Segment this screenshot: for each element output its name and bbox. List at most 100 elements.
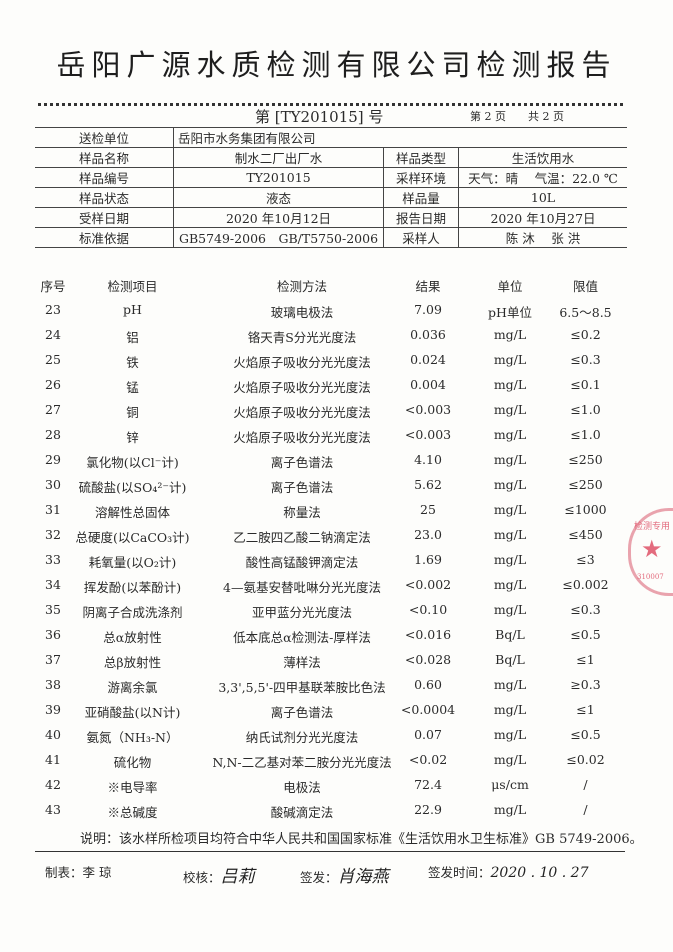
table-row: 25 铁 火焰原子吸收分光光度法 0.024 mg/L ≤0.3 (30, 352, 630, 374)
env-label: 采样环境 (383, 167, 459, 188)
issue-time-value: 2020 . 10 . 27 (490, 865, 589, 881)
table-row: 38 游离余氯 3,3',5,5'-四甲基联苯胺比色法 0.60 mg/L ≥0.3 (30, 677, 630, 699)
sample-name-label: 样品名称 (35, 147, 174, 168)
seq-cell: 29 (45, 452, 61, 467)
method-cell: 乙二胺四乙酸二钠滴定法 (233, 530, 371, 545)
method-cell: 玻璃电极法 (270, 305, 334, 320)
result-cell: 23.0 (414, 527, 442, 542)
table-row: 39 亚硝酸盐(以N计) 离子色谱法 <0.0004 mg/L ≤1 (30, 702, 630, 724)
item-cell: 总β放射性 (103, 655, 162, 670)
seq-cell: 34 (45, 577, 61, 592)
table-row: 41 硫化物 N,N-二乙基对苯二胺分光光度法 <0.02 mg/L ≤0.02 (30, 752, 630, 774)
footer-divider (35, 851, 625, 852)
unit-cell: mg/L (493, 352, 527, 367)
issued-label: 签发： (300, 870, 338, 885)
method-cell: 3,3',5,5'-四甲基联苯胺比色法 (218, 680, 386, 695)
table-row: 27 铜 火焰原子吸收分光光度法 <0.003 mg/L ≤1.0 (30, 402, 630, 424)
table-row: 30 硫酸盐(以SO₄²⁻计) 离子色谱法 5.62 mg/L ≤250 (30, 477, 630, 499)
stamp-code: 310007 (637, 573, 664, 581)
report-date-value: 2020 年10月27日 (458, 207, 627, 228)
seq-cell: 24 (45, 327, 61, 342)
method-cell: 称量法 (283, 505, 321, 520)
recv-date-value: 2020 年10月12日 (173, 207, 384, 228)
item-cell: 锌 (126, 430, 139, 445)
conclusion-note: 说明：该水样所检项目均符合中华人民共和国国家标准《生活饮用水卫生标准》GB 57… (80, 832, 643, 847)
seq-cell: 43 (45, 802, 61, 817)
result-cell: <0.002 (404, 577, 452, 592)
item-cell: 氨氮（NH₃-N） (86, 730, 179, 745)
method-cell: 电极法 (283, 780, 321, 795)
sample-no-label: 样品编号 (35, 167, 174, 188)
result-cell: <0.0004 (400, 702, 456, 717)
result-cell: 0.07 (414, 727, 442, 742)
item-cell: 铝 (126, 330, 139, 345)
result-cell: 结果 (415, 279, 441, 294)
seq-cell: 41 (45, 752, 61, 767)
seq-cell: 30 (45, 477, 61, 492)
unit-cell: mg/L (493, 527, 527, 542)
limit-cell: 限值 (572, 279, 598, 294)
method-cell: 酸碱滴定法 (270, 805, 334, 820)
table-row: 32 总硬度(以CaCO₃计) 乙二胺四乙酸二钠滴定法 23.0 mg/L ≤450 (30, 527, 630, 549)
result-cell: 0.60 (414, 677, 442, 692)
method-cell: 火焰原子吸收分光光度法 (233, 380, 371, 395)
unit-cell: mg/L (493, 552, 527, 567)
method-cell: 低本底总α检测法-厚样法 (233, 630, 371, 645)
limit-cell: ≤0.5 (570, 727, 601, 742)
result-cell: 7.09 (414, 302, 442, 317)
seq-cell: 35 (45, 602, 61, 617)
limit-cell: ≤1 (576, 702, 595, 717)
sampler-label: 采样人 (383, 227, 459, 248)
limit-cell: 6.5～8.5 (559, 305, 612, 320)
result-cell: 0.024 (410, 352, 446, 367)
sampler-value: 陈 沐 张 洪 (458, 227, 627, 248)
unit-cell: pH单位 (488, 305, 532, 320)
item-cell: 总硬度(以CaCO₃计) (75, 530, 190, 545)
result-cell: 25 (420, 502, 436, 517)
checked-by: 校核：吕莉 (183, 862, 255, 887)
method-cell: 离子色谱法 (270, 705, 334, 720)
sample-name-value: 制水二厂出厂水 (173, 147, 384, 168)
seq-cell: 28 (45, 427, 61, 442)
result-cell: <0.028 (404, 652, 452, 667)
standard-value: GB5749-2006 GB/T5750-2006 (173, 227, 384, 248)
limit-cell: ≤1.0 (570, 427, 601, 442)
unit-cell: mg/L (493, 727, 527, 742)
seq-cell: 25 (45, 352, 61, 367)
limit-cell: ≤250 (568, 452, 603, 467)
method-cell: 酸性高锰酸钾滴定法 (245, 555, 359, 570)
dotted-divider (38, 103, 623, 106)
seq-cell: 31 (45, 502, 61, 517)
page-number: 第 2 页 (470, 110, 506, 123)
seq-cell: 33 (45, 552, 61, 567)
item-cell: 检测项目 (107, 279, 158, 294)
state-label: 样品状态 (35, 187, 174, 208)
item-cell: 阴离子合成洗涤剂 (82, 605, 183, 620)
limit-cell: ≤0.3 (570, 602, 601, 617)
method-cell: 火焰原子吸收分光光度法 (233, 430, 371, 445)
result-cell: <0.016 (404, 627, 452, 642)
limit-cell: / (583, 777, 588, 792)
unit-cell: mg/L (493, 577, 527, 592)
client-label: 送检单位 (35, 127, 174, 148)
unit-cell: mg/L (493, 377, 527, 392)
seq-cell: 32 (45, 527, 61, 542)
result-cell: <0.003 (404, 427, 452, 442)
limit-cell: ≤0.002 (562, 577, 609, 592)
seq-cell: 36 (45, 627, 61, 642)
unit-cell: mg/L (493, 802, 527, 817)
limit-cell: ≤0.02 (566, 752, 605, 767)
seq-cell: 26 (45, 377, 61, 392)
checked-signature: 吕莉 (220, 867, 255, 887)
limit-cell: ≤0.2 (570, 327, 601, 342)
method-cell: 火焰原子吸收分光光度法 (233, 355, 371, 370)
qty-value: 10L (458, 187, 627, 208)
method-cell: 离子色谱法 (270, 480, 334, 495)
unit-cell: mg/L (493, 427, 527, 442)
limit-cell: ≥0.3 (570, 677, 601, 692)
method-cell: 纳氏试剂分光光度法 (245, 730, 359, 745)
item-cell: 溶解性总固体 (94, 505, 170, 520)
item-cell: 亚硝酸盐(以N计) (84, 705, 181, 720)
method-cell: N,N-二乙基对苯二胺分光光度法 (212, 755, 392, 770)
env-value: 天气：晴 气温：22.0 ℃ (458, 167, 627, 188)
